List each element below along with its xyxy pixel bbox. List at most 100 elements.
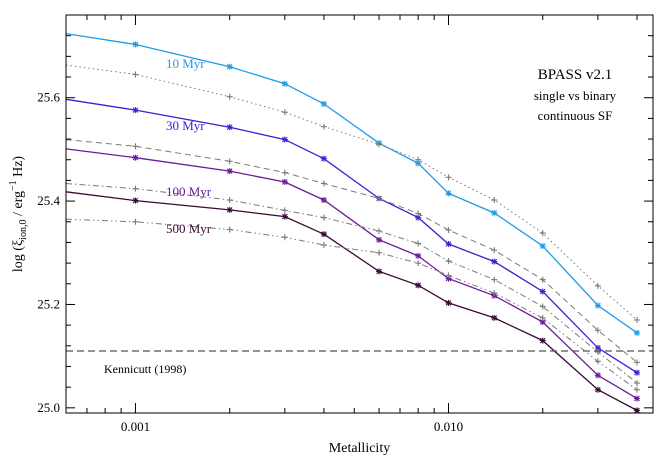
kennicutt-label: Kennicutt (1998)	[104, 362, 186, 376]
asterisk-marker	[281, 178, 288, 185]
asterisk-marker	[281, 136, 288, 143]
plus-marker	[539, 276, 546, 283]
plus-marker	[539, 230, 546, 237]
asterisk-marker	[376, 268, 383, 275]
plus-marker	[320, 242, 327, 249]
y-tick-label: 25.6	[37, 90, 60, 105]
annotation-box: BPASS v2.1 single vs binary continuous S…	[534, 67, 617, 123]
plus-marker	[415, 156, 422, 163]
plus-marker	[132, 218, 139, 225]
plus-marker	[491, 276, 498, 283]
plus-marker	[539, 314, 546, 321]
asterisk-marker	[415, 214, 422, 221]
series-100-myr	[65, 148, 640, 402]
asterisk-marker	[132, 41, 139, 48]
plus-marker	[445, 227, 452, 234]
plus-marker	[376, 141, 383, 148]
asterisk-marker	[132, 154, 139, 161]
plus-marker	[132, 185, 139, 192]
y-axis-title-prefix: log (ξ	[11, 240, 26, 272]
series-label: 100 Myr	[166, 184, 212, 199]
x-axis-title: Metallicity	[329, 441, 390, 456]
asterisk-marker	[415, 282, 422, 289]
plus-marker	[376, 249, 383, 256]
plus-marker	[281, 169, 288, 176]
series-layer	[65, 32, 640, 414]
asterisk-marker	[320, 231, 327, 238]
series-label: 500 Myr	[166, 221, 212, 236]
asterisk-marker	[226, 63, 233, 70]
series-10-myr	[65, 32, 640, 336]
plus-marker	[445, 258, 452, 265]
y-axis-title-superscript: −1	[8, 180, 19, 191]
asterisk-marker	[132, 107, 139, 114]
plus-marker	[415, 260, 422, 267]
plus-marker	[539, 303, 546, 310]
asterisk-marker	[491, 314, 498, 321]
y-tick-label: 25.0	[37, 400, 60, 415]
asterisk-marker	[539, 288, 546, 295]
binary-line	[65, 98, 638, 374]
asterisk-marker	[415, 252, 422, 259]
plus-marker	[376, 195, 383, 202]
plus-marker	[281, 109, 288, 116]
asterisk-marker	[594, 372, 601, 379]
asterisk-marker	[539, 337, 546, 344]
plus-marker	[445, 174, 452, 181]
annotation-line-2: single vs binary	[534, 88, 617, 103]
plus-marker	[633, 380, 640, 387]
plus-marker	[320, 214, 327, 221]
asterisk-marker	[445, 299, 452, 306]
series-single-1	[65, 64, 640, 323]
asterisk-marker	[594, 386, 601, 393]
reference-line-layer: Kennicutt (1998)	[66, 350, 653, 376]
asterisk-marker	[445, 275, 452, 282]
y-tick-label: 25.2	[37, 296, 60, 311]
asterisk-marker	[491, 258, 498, 265]
asterisk-marker	[633, 369, 640, 376]
plus-marker	[281, 207, 288, 214]
plus-marker	[633, 386, 640, 393]
plus-marker	[594, 327, 601, 334]
plus-marker	[281, 234, 288, 241]
plus-marker	[415, 240, 422, 247]
plus-marker	[320, 123, 327, 130]
plus-marker	[226, 93, 233, 100]
asterisk-marker	[281, 80, 288, 87]
binary-line	[65, 148, 638, 400]
y-axis-title-mid: / erg	[11, 191, 26, 220]
asterisk-marker	[539, 243, 546, 250]
series-30-myr	[65, 98, 640, 376]
plus-marker	[376, 228, 383, 235]
asterisk-marker	[594, 302, 601, 309]
series-labels: 10 Myr 30 Myr 100 Myr 500 Myr	[166, 56, 212, 236]
plus-marker	[491, 247, 498, 254]
asterisk-marker	[633, 395, 640, 402]
series-single-3	[65, 139, 640, 366]
plus-marker	[132, 71, 139, 78]
series-single-5	[65, 183, 640, 387]
asterisk-marker	[281, 213, 288, 220]
asterisk-marker	[226, 168, 233, 175]
asterisk-marker	[376, 236, 383, 243]
plus-marker	[132, 143, 139, 150]
y-axis-title: log (ξion,0 / erg−1 Hz)	[8, 156, 29, 273]
asterisk-marker	[415, 160, 422, 167]
plus-marker	[633, 316, 640, 323]
asterisk-marker	[132, 197, 139, 204]
y-axis-title-suffix: Hz)	[11, 156, 26, 181]
x-tick-label: 0.010	[434, 419, 463, 434]
asterisk-marker	[633, 329, 640, 336]
x-tick-label: 0.001	[121, 419, 150, 434]
asterisk-marker	[320, 197, 327, 204]
asterisk-marker	[320, 155, 327, 162]
plus-marker	[594, 282, 601, 289]
series-single-7	[65, 218, 640, 393]
plot-frame	[65, 14, 654, 414]
binary-line	[65, 191, 638, 411]
annotation-line-3: continuous SF	[538, 108, 613, 123]
single-line	[65, 218, 638, 391]
plus-marker	[226, 158, 233, 165]
asterisk-marker	[320, 100, 327, 107]
